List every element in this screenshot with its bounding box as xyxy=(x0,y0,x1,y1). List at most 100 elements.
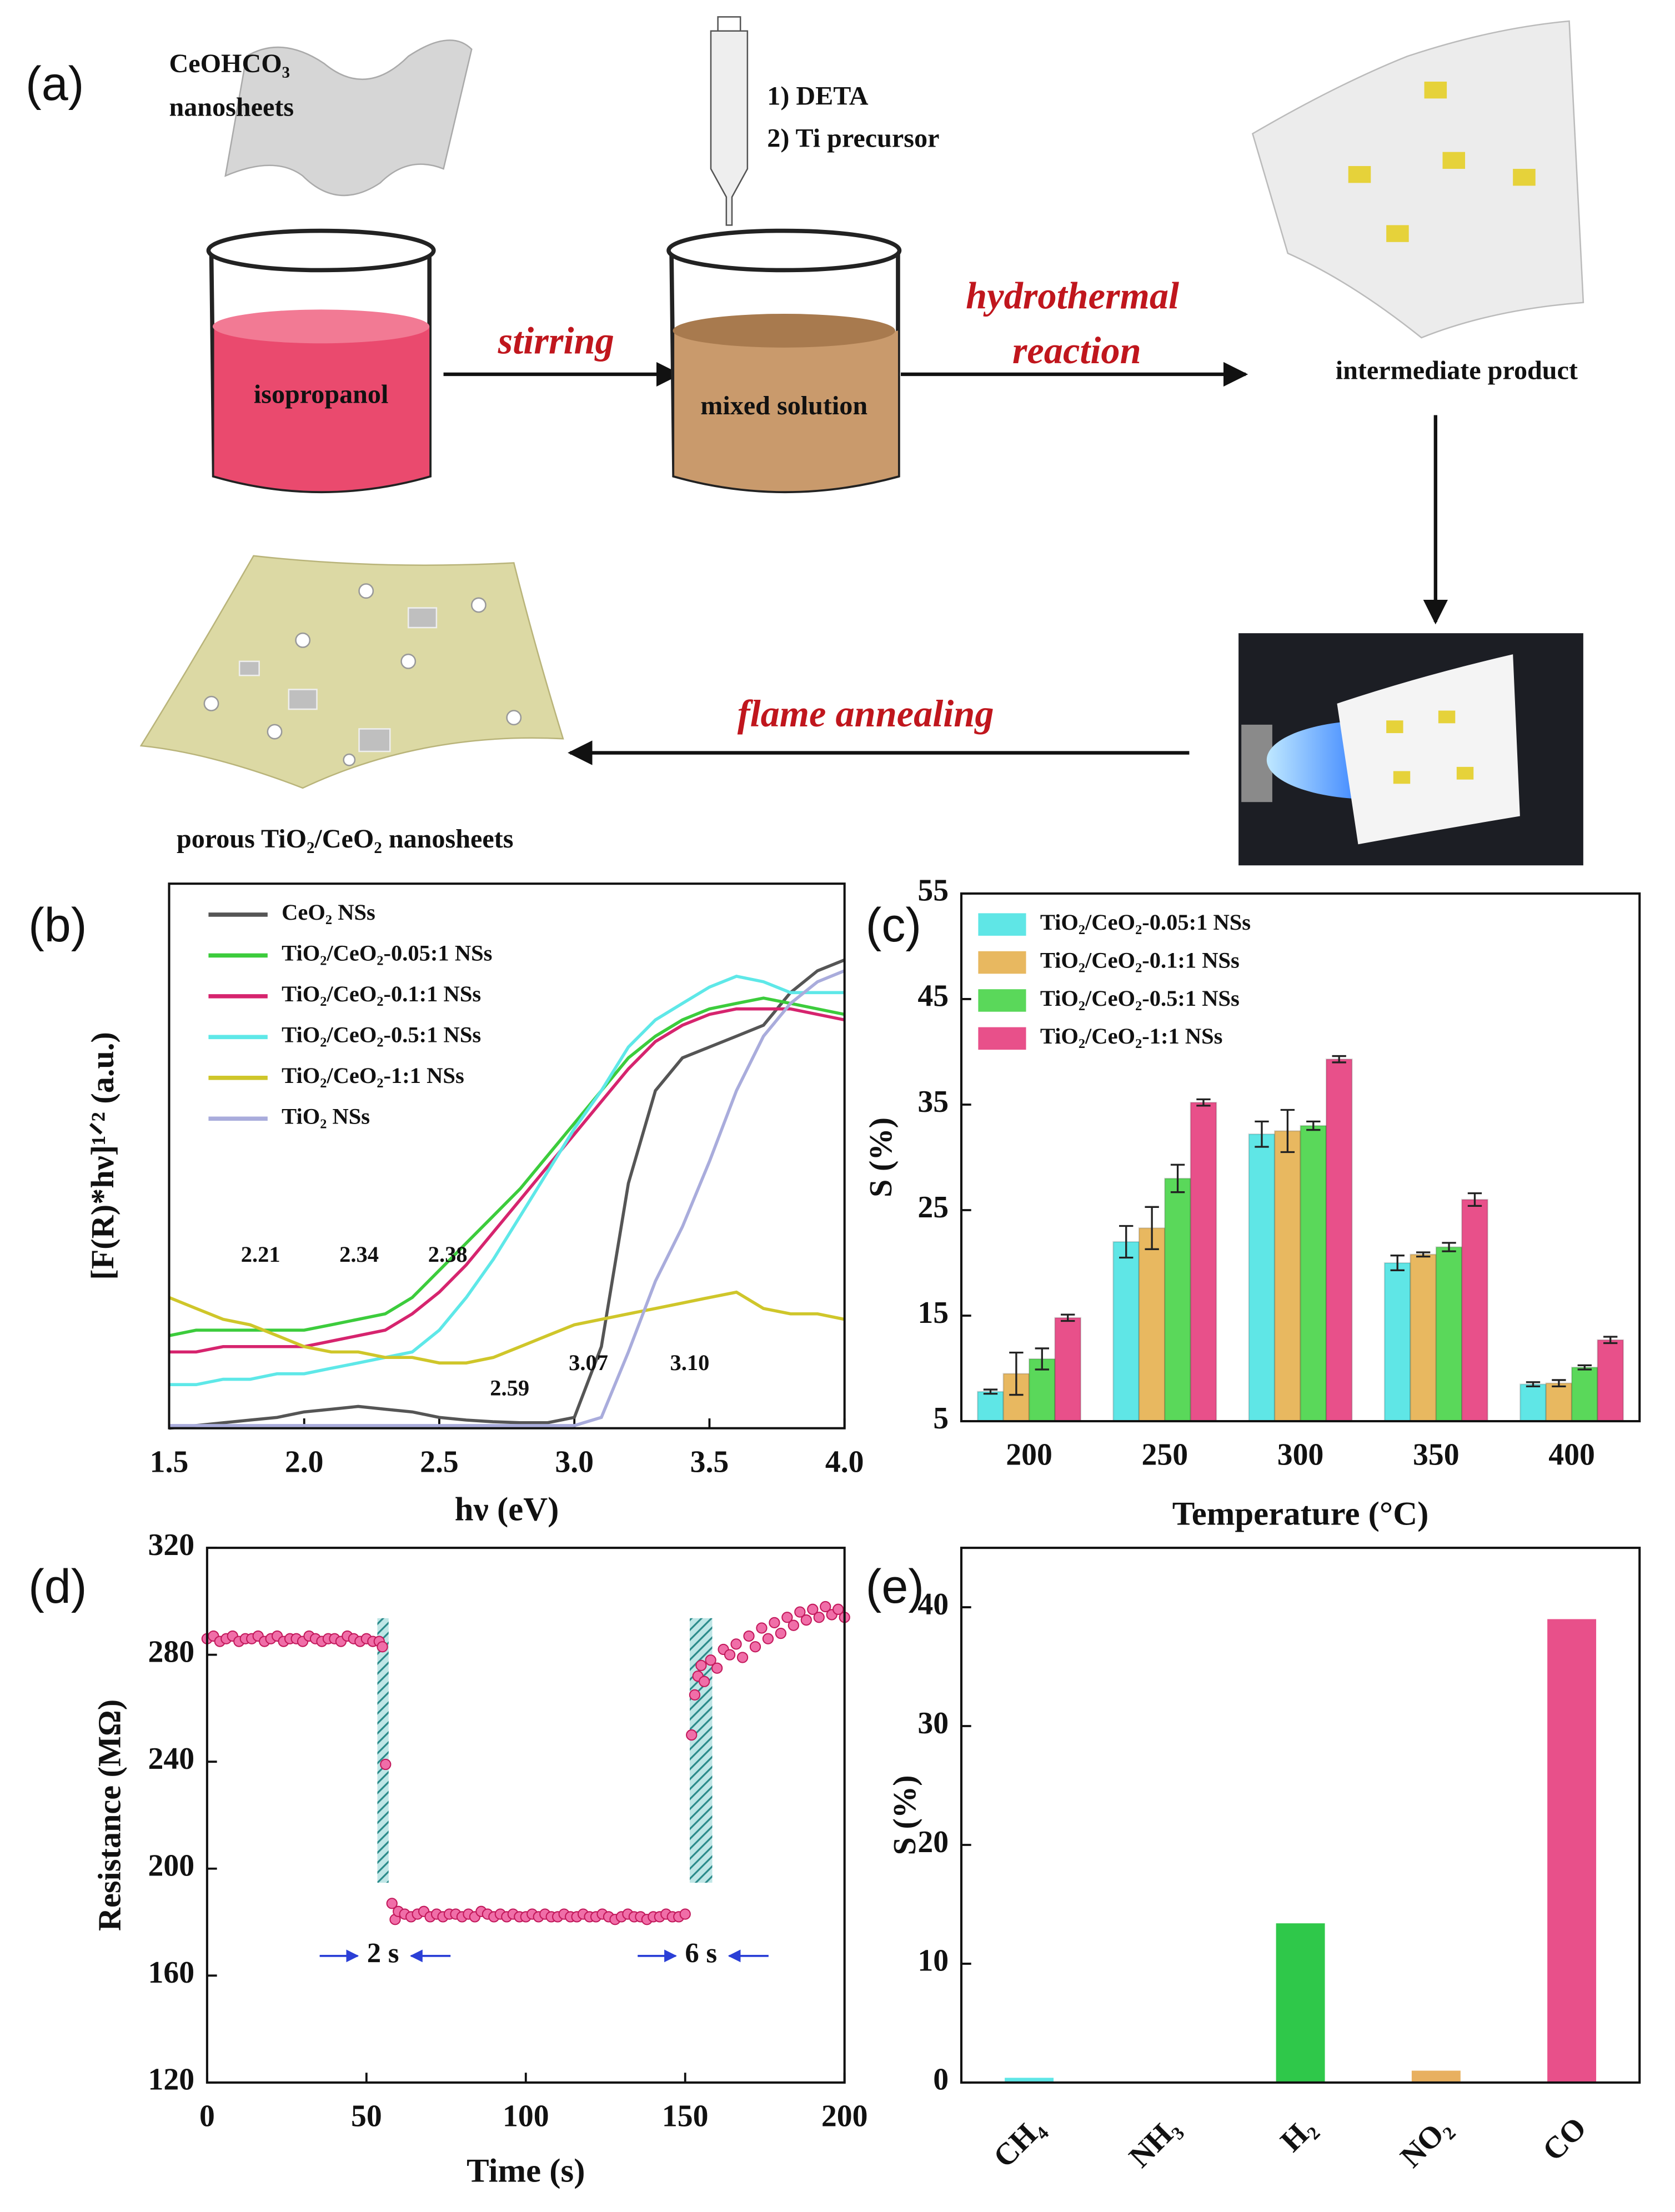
burette xyxy=(710,30,749,226)
error-bar xyxy=(1603,1336,1618,1345)
point xyxy=(699,1676,710,1687)
x-tick-label: 150 xyxy=(662,2099,709,2134)
point xyxy=(769,1617,780,1629)
panel-label: (e) xyxy=(866,1560,924,1613)
point xyxy=(705,1654,716,1666)
x-tick-label: 100 xyxy=(503,2099,549,2134)
sheet-label: CeOHCO₃ xyxy=(169,49,290,78)
point xyxy=(762,1633,774,1644)
legend-label: TiO₂/CeO₂-0.1:1 NSs xyxy=(1040,947,1240,972)
series-line xyxy=(168,1290,845,1365)
panel-label: (b) xyxy=(28,899,87,952)
plot-frame xyxy=(168,882,846,1429)
legend-swatch xyxy=(978,913,1026,936)
bar xyxy=(1383,1262,1411,1422)
annotation: 2.38 xyxy=(428,1242,468,1267)
y-tick-label: 20 xyxy=(917,1825,949,1859)
x-tick-label: 200 xyxy=(821,2099,868,2134)
annotation: 3.10 xyxy=(670,1350,710,1375)
y-axis-label: S (%) xyxy=(886,1775,922,1855)
x-axis-label: hν (eV) xyxy=(455,1491,559,1528)
plot-frame xyxy=(960,1547,1641,2084)
x-axis-label: Time (s) xyxy=(467,2153,585,2190)
legend-label: TiO₂ NSs xyxy=(282,1104,370,1129)
error-bar xyxy=(1552,1379,1566,1387)
x-tick-label: CO xyxy=(1536,2110,1593,2168)
x-tick-label: 300 xyxy=(1277,1438,1324,1472)
x-tick-label: 50 xyxy=(351,2099,382,2134)
diagram: (a) CeOHCO₃ nanosheets isopropanol stirr… xyxy=(26,16,1584,866)
point xyxy=(781,1612,793,1623)
error-bar xyxy=(1467,1192,1482,1207)
annotation: 2.59 xyxy=(490,1376,529,1401)
point xyxy=(807,1603,819,1615)
error-bar xyxy=(1255,1120,1269,1148)
error-bar xyxy=(1306,1120,1321,1131)
x-tick-label: NH₃ xyxy=(1122,2110,1186,2174)
point xyxy=(813,1612,825,1623)
annotation: 3.07 xyxy=(569,1350,608,1375)
y-tick-label: 120 xyxy=(148,2063,194,2097)
legend-label: TiO₂/CeO₂-0.05:1 NSs xyxy=(282,941,492,966)
product-label: porous TiO₂/CeO₂ nanosheets xyxy=(177,824,513,854)
x-tick-label: 3.5 xyxy=(690,1444,729,1479)
legend-label: TiO₂/CeO₂-0.5:1 NSs xyxy=(282,1022,481,1047)
point xyxy=(800,1614,812,1626)
reagent: 1) DETA xyxy=(767,81,868,111)
point xyxy=(794,1606,806,1618)
bar xyxy=(1276,1923,1325,2083)
bar xyxy=(1005,2078,1054,2083)
bar xyxy=(1435,1246,1463,1422)
point xyxy=(686,1729,698,1741)
y-axis-label: S (%) xyxy=(862,1117,899,1197)
y-tick-label: 10 xyxy=(917,1944,949,1978)
x-tick-label: 4.0 xyxy=(825,1444,864,1479)
nanosheet xyxy=(1251,20,1584,339)
bar xyxy=(1461,1198,1488,1422)
error-bar xyxy=(1119,1225,1134,1259)
error-bar xyxy=(1009,1351,1024,1396)
beaker-rim xyxy=(206,228,436,273)
y-tick-label: 15 xyxy=(917,1296,949,1330)
series-line xyxy=(169,958,845,1430)
beaker-label: isopropanol xyxy=(254,380,389,409)
point xyxy=(820,1601,831,1613)
bar xyxy=(1411,2070,1461,2083)
bar xyxy=(1112,1241,1140,1422)
bar xyxy=(1519,1383,1547,1422)
x-tick-label: 0 xyxy=(199,2099,215,2134)
x-tick-label: 3.0 xyxy=(555,1444,594,1479)
bar xyxy=(1190,1101,1217,1422)
chart: (c) 5 15 25 35 45 55 Temperature (°C) S (%) 200 25… xyxy=(862,874,1641,1532)
error-bar xyxy=(1442,1242,1456,1252)
point xyxy=(743,1630,755,1642)
point xyxy=(833,1603,844,1615)
annotation: 6 s xyxy=(685,1937,717,1968)
step-label: hydrothermal xyxy=(966,274,1179,317)
sheet-label: nanosheets xyxy=(169,93,294,122)
point xyxy=(749,1641,761,1653)
y-tick-label: 160 xyxy=(148,1955,194,1990)
legend-label: TiO₂/CeO₂-1:1 NSs xyxy=(1040,1024,1223,1049)
panel-label: (a) xyxy=(26,57,84,111)
y-tick-label: 200 xyxy=(148,1849,194,1883)
burette xyxy=(717,16,741,32)
reagent: 2) Ti precursor xyxy=(767,123,939,153)
point xyxy=(756,1622,768,1634)
point xyxy=(679,1908,691,1920)
annotation: 2.34 xyxy=(339,1242,379,1267)
legend-label: TiO₂/CeO₂-0.05:1 NSs xyxy=(1040,910,1251,935)
y-tick-label: 35 xyxy=(917,1085,949,1119)
y-axis-label: [F(R)*hν]¹ᐟ² (a.u.) xyxy=(84,1032,121,1280)
y-tick-label: 280 xyxy=(148,1634,194,1669)
x-tick-label: 1.5 xyxy=(150,1444,189,1479)
bar xyxy=(1597,1339,1624,1422)
x-tick-label: 400 xyxy=(1548,1438,1595,1472)
liquid xyxy=(214,326,430,491)
bar xyxy=(1164,1177,1192,1422)
x-axis-label: Temperature (°C) xyxy=(1172,1495,1429,1532)
pores xyxy=(203,583,522,766)
panel-label: (d) xyxy=(28,1560,87,1613)
error-bar xyxy=(1416,1251,1431,1258)
